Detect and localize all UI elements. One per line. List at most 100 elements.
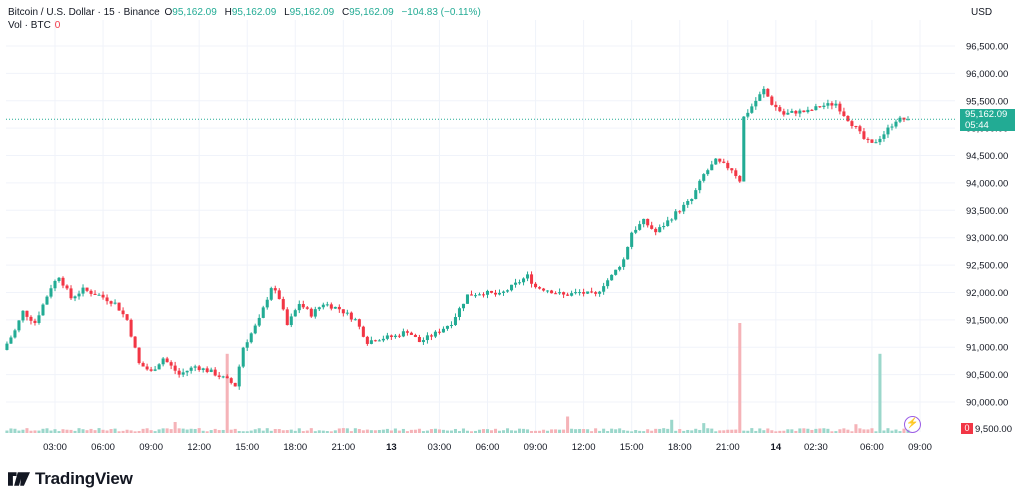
candle-body [401, 331, 405, 337]
candle-body [305, 307, 309, 309]
volume-bar [21, 429, 25, 433]
candle-body [197, 366, 201, 370]
volume-bar [273, 429, 277, 433]
volume-bar [578, 428, 582, 433]
candle-body [373, 340, 377, 342]
candle-body [293, 310, 297, 317]
symbol-title[interactable]: Bitcoin / U.S. Dollar · 15 · Binance [8, 7, 160, 18]
candle-body [33, 320, 37, 323]
candle-body [245, 342, 249, 348]
close-label: C [341, 7, 350, 18]
candle-body [413, 334, 417, 337]
volume-bar [421, 431, 425, 433]
candle-body [770, 96, 774, 105]
time-axis[interactable]: 03:00 06:00 09:00 12:00 15:00 18:00 21:00 13 03:… [43, 442, 932, 453]
volume-bar [353, 428, 357, 433]
tradingview-logo[interactable]: TradingView [8, 468, 133, 490]
candle-body [890, 126, 894, 128]
volume-label[interactable]: Vol · BTC [8, 20, 51, 31]
candle-body [457, 308, 461, 318]
candle-body [429, 335, 433, 337]
price-tick-label: 93,500.00 [966, 206, 1008, 217]
candle-body [550, 290, 554, 294]
candle-body [253, 325, 257, 334]
price-tick-label: 91,500.00 [966, 315, 1008, 326]
volume-bar [89, 428, 93, 433]
candle-body [846, 115, 850, 122]
time-tick-label: 15:00 [235, 442, 259, 453]
candle-body [674, 211, 678, 220]
volume-bar [550, 429, 554, 433]
candle-body [678, 211, 682, 213]
candle-body [437, 331, 441, 333]
volume-bar [305, 430, 309, 433]
candle-body [630, 232, 634, 247]
candle-body [21, 310, 25, 321]
volume-bar [85, 430, 89, 433]
high-value: 95,162.09 [231, 7, 277, 18]
volume-bar [714, 431, 718, 433]
candle-body [357, 319, 361, 327]
volume-bar [337, 428, 341, 433]
volume-bar [842, 428, 846, 433]
volume-bar [333, 430, 337, 433]
candle-body [365, 336, 369, 344]
candle-body [522, 278, 526, 283]
time-tick-label: 12:00 [572, 442, 596, 453]
volume-bar [157, 429, 161, 433]
candle-body [161, 358, 165, 365]
candle-body [489, 290, 494, 293]
volume-bar [594, 428, 598, 433]
candle-body [578, 292, 582, 294]
time-tick-label: 15:00 [620, 442, 644, 453]
volume-bar [33, 430, 37, 433]
volume-bar [610, 428, 614, 433]
currency-label[interactable]: USD [971, 7, 993, 18]
candle-body [886, 127, 890, 135]
volume-bar [117, 431, 121, 433]
time-tick-label: 21:00 [716, 442, 740, 453]
candle-body [786, 112, 790, 115]
volume-bar [65, 429, 69, 433]
volume-bar [794, 430, 798, 433]
low-value: 95,162.09 [289, 7, 335, 18]
volume-bar [17, 430, 21, 433]
volume-bar [413, 429, 417, 433]
volume-bar [818, 428, 822, 433]
candle-body [421, 340, 425, 343]
volume-bar [321, 430, 325, 433]
price-axis[interactable]: 90,000.00 90,500.00 91,000.00 91,500.00 92,0… [966, 42, 1012, 436]
candle-body [686, 201, 690, 205]
candle-body [818, 106, 822, 108]
volume-bar [261, 430, 265, 433]
lightning-icon[interactable]: ⚡ [904, 416, 921, 433]
candle-body [177, 370, 181, 375]
volume-bar [277, 429, 281, 433]
candle-body [882, 134, 886, 139]
candle-body [734, 170, 738, 176]
candle-body [257, 317, 261, 326]
candle-body [137, 347, 141, 364]
candle-body [822, 105, 826, 107]
volume-bars [5, 323, 910, 433]
volume-bar [109, 429, 113, 433]
candle-body [834, 103, 838, 106]
price-tick-label: 95,500.00 [966, 96, 1008, 107]
candle-body [830, 103, 834, 106]
candle-body [501, 291, 506, 293]
candle-body [894, 121, 898, 127]
volume-bar [630, 431, 634, 433]
candle-body [485, 290, 490, 295]
candle-body [614, 269, 618, 275]
volume-bar [846, 429, 850, 433]
candle-body [13, 330, 17, 338]
candle-body [878, 138, 882, 143]
volume-bar [538, 430, 542, 433]
candle-body [626, 246, 630, 260]
volume-bar [790, 429, 794, 433]
candle-body [582, 292, 586, 294]
candle-body [850, 121, 854, 126]
candle-body [77, 293, 81, 297]
volume-bar [770, 430, 774, 433]
